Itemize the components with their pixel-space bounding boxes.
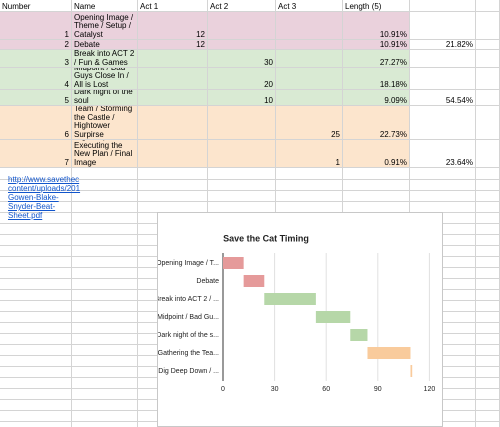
chart-box: Save the Cat Timing 0 30 60 90 120 Opening Im… <box>155 212 443 427</box>
cell: 30 <box>208 50 276 68</box>
link-line: Sheet.pdf <box>8 211 43 220</box>
cell: 23.64% <box>410 140 476 168</box>
cell: 9.09% <box>343 90 410 106</box>
cell <box>276 90 343 106</box>
bar <box>410 365 413 377</box>
cell: 12 <box>138 12 208 40</box>
cell <box>410 50 476 68</box>
cell: 7 <box>0 140 72 168</box>
cell <box>208 140 276 168</box>
header-cell: Name <box>72 0 138 12</box>
cell: 5 <box>0 90 72 106</box>
cell <box>138 90 208 106</box>
cell: Midpoint / Bad Guys Close In / All is Lo… <box>72 68 138 90</box>
cell: 0.91% <box>343 140 410 168</box>
y-tick-label: Dark night of the s... <box>158 332 219 339</box>
bar <box>315 311 351 323</box>
cell <box>208 12 276 40</box>
header-cell: Act 3 <box>276 0 343 12</box>
bar <box>367 347 411 359</box>
bar <box>350 329 368 341</box>
cell: 54.54% <box>410 90 476 106</box>
cell <box>138 140 208 168</box>
x-tick-label: 90 <box>374 386 382 393</box>
cell: 12 <box>138 40 208 50</box>
link-line: content/uploads/201 <box>8 184 81 193</box>
x-tick-label: 60 <box>322 386 330 393</box>
cell: 4 <box>0 68 72 90</box>
cell: 22.73% <box>343 106 410 140</box>
bar <box>264 293 316 305</box>
cell <box>138 50 208 68</box>
y-tick-label: Midpoint / Bad Gu... <box>158 314 219 321</box>
cell <box>476 68 500 90</box>
cell: 18.18% <box>343 68 410 90</box>
link[interactable]: http://www.savethec content/uploads/201 Go… <box>8 175 80 220</box>
header-cell: Act 1 <box>138 0 208 12</box>
col-line <box>137 0 138 427</box>
chart: Save the Cat Timing 0 30 60 90 120 Opening Im… <box>155 233 436 393</box>
col-line <box>475 0 476 427</box>
cell <box>276 50 343 68</box>
header-cell <box>476 0 500 12</box>
cell <box>410 12 476 40</box>
cell: 27.27% <box>343 50 410 68</box>
x-tick-label: 0 <box>221 386 225 393</box>
cell: Dig Deep Down / Executing the New Plan /… <box>72 140 138 168</box>
cell: 10 <box>208 90 276 106</box>
cell <box>138 106 208 140</box>
cell: 1 <box>0 12 72 40</box>
header-cell: Act 2 <box>208 0 276 12</box>
cell <box>410 68 476 90</box>
header-cell: Length (5) <box>343 0 410 12</box>
cell <box>476 106 500 140</box>
cell: 3 <box>0 50 72 68</box>
row-line <box>0 201 500 202</box>
y-tick-label: Debate <box>196 278 219 285</box>
bar <box>243 275 265 287</box>
cell <box>276 40 343 50</box>
cell: 21.82% <box>410 40 476 50</box>
cell <box>410 106 476 140</box>
cell: Debate <box>72 40 138 50</box>
y-tick-label: Dig Deep Down / ... <box>158 368 219 375</box>
cell: Break into ACT 2 / Fun & Games <box>72 50 138 68</box>
cell <box>476 12 500 40</box>
cell <box>208 106 276 140</box>
chart-title: Save the Cat Timing <box>223 233 309 243</box>
link-line: http://www.savethec <box>8 175 80 184</box>
cell <box>138 68 208 90</box>
cell: 10.91% <box>343 12 410 40</box>
cell: 6 <box>0 106 72 140</box>
cell: 20 <box>208 68 276 90</box>
bar <box>223 257 244 269</box>
link-line: Gowen-Blake- <box>8 193 59 202</box>
cell <box>208 40 276 50</box>
cell <box>476 140 500 168</box>
cell: 1 <box>276 140 343 168</box>
cell <box>276 12 343 40</box>
y-tick-label: Break into ACT 2 / ... <box>158 296 219 303</box>
cell <box>476 40 500 50</box>
row-line <box>0 179 500 180</box>
cell: Gathering the Team / Storming the Castle… <box>72 106 138 140</box>
cell: 25 <box>276 106 343 140</box>
cell <box>276 68 343 90</box>
x-tick-label: 30 <box>271 386 279 393</box>
cell: Dark night of the soul <box>72 90 138 106</box>
header-cell: Number <box>0 0 72 12</box>
cell <box>476 90 500 106</box>
y-tick-label: Opening Image / T... <box>158 260 219 267</box>
row-line <box>0 190 500 191</box>
cell: 2 <box>0 40 72 50</box>
link-line: Snyder-Beat- <box>8 202 56 211</box>
cell: Opening Image / Theme / Setup / Catalyst <box>72 12 138 40</box>
col-line <box>71 0 72 427</box>
cell: 10.91% <box>343 40 410 50</box>
x-tick-label: 120 <box>424 386 436 393</box>
cell <box>476 50 500 68</box>
header-cell <box>410 0 476 12</box>
y-tick-label: Gathering the Tea... <box>158 350 219 357</box>
